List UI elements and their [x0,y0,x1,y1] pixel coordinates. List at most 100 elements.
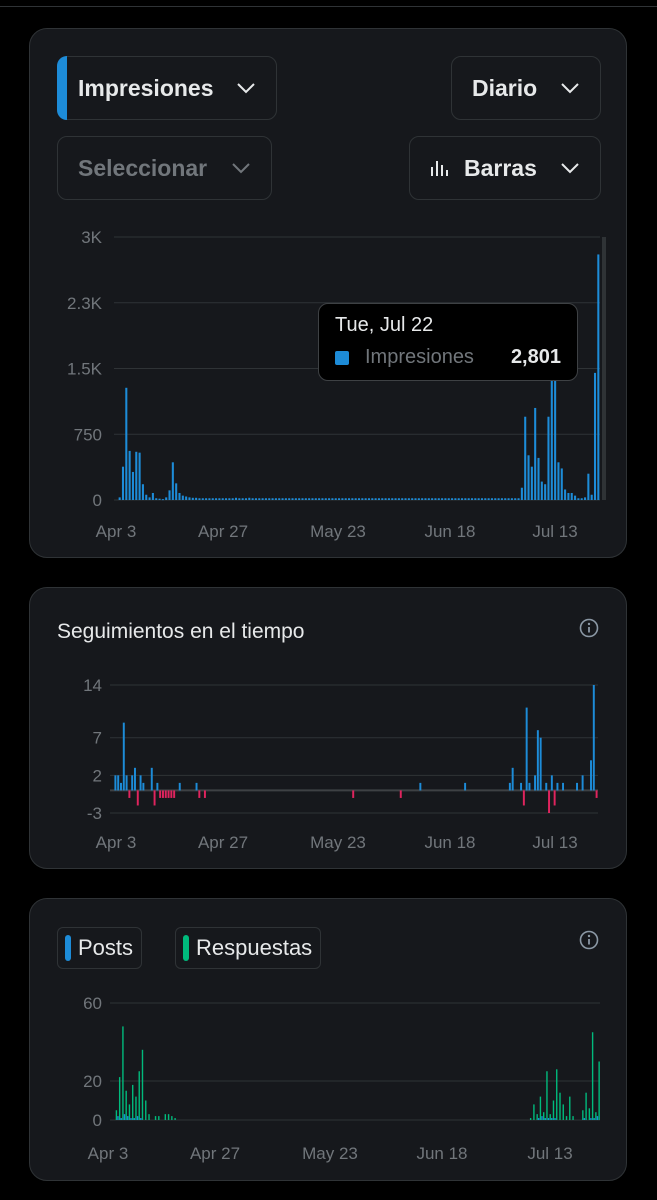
impressions-bar [195,497,198,500]
impressions-bar [338,498,341,500]
impressions-bar [431,498,434,500]
respuestas-bar [549,1114,551,1120]
info-icon[interactable] [579,930,599,950]
legend-posts[interactable]: Posts [57,927,143,969]
impressions-bar [510,498,513,500]
respuestas-bar [148,1114,150,1120]
impressions-bar [494,498,497,500]
posts-bar [123,1114,126,1120]
x-tick-label: May 23 [310,833,366,852]
impressions-bar [417,498,420,500]
impressions-bar [231,498,234,500]
impressions-bar [334,498,337,500]
follows-bar [576,782,578,791]
follows-bar [556,782,559,791]
unfollows-bar [352,790,355,798]
impressions-bar [234,497,238,500]
impressions-bar [258,498,261,500]
metric-color-indicator [57,56,67,120]
impressions-bar [161,499,164,501]
tooltip-value: 2,801 [510,346,561,368]
impressions-bar [205,498,208,500]
impressions-bar [244,498,248,500]
legend-respuestas[interactable]: Respuestas [175,927,322,969]
respuestas-bar [572,1116,574,1120]
impressions-bar [524,416,527,500]
period-select[interactable]: Diario [451,56,601,120]
impressions-bar [387,498,390,500]
impressions-bar [225,498,228,500]
follows-bar [520,782,523,791]
y-tick-label: 14 [83,676,102,695]
respuestas-bar [128,1104,131,1120]
impressions-bar [318,498,321,500]
x-tick-label: Apr 3 [96,833,137,852]
impressions-bar [168,490,171,500]
impressions-bar [268,498,271,500]
respuestas-bar [552,1100,555,1120]
impressions-bar [500,498,503,500]
posts-card: Posts Respuestas 60 20 0 Apr 3 Apr 27 May 23 J… [29,898,627,1181]
follows-bar [156,782,159,791]
impressions-bar [178,492,181,500]
impressions-bar [401,498,404,500]
chart-type-select[interactable]: Barras [409,136,601,200]
impressions-chart-svg: 3K 2.3K 1.5K 750 0 Apr 3 Apr 27 May 23 Jun 18 Jul… [67,228,606,541]
impressions-bar [451,498,454,500]
respuestas-bar [556,1069,558,1120]
impressions-bar [361,498,364,500]
metric-select-label: Impresiones [78,74,214,101]
follows-bar [125,775,128,791]
impressions-bar [514,498,517,500]
top-divider [0,6,657,7]
chevron-down-icon [560,82,580,94]
impressions-bar [165,497,168,500]
impressions-bar [527,455,530,500]
bar-chart-icon [430,159,450,177]
respuestas-bar [118,1077,121,1120]
follows-bar [539,737,542,791]
impressions-bar [261,498,264,500]
impressions-bar [288,498,291,500]
impressions-bar [490,498,493,500]
impressions-bar [404,498,407,500]
respuestas-bar [582,1110,584,1120]
impressions-bar [198,498,201,500]
impressions-bar [311,498,314,500]
y-tick-label: 2 [93,766,102,785]
x-tick-label: Apr 27 [198,833,248,852]
impressions-bar [564,489,567,500]
metric-select[interactable]: Impresiones [57,56,277,120]
y-tick-label: 0 [93,1111,102,1130]
impressions-bar [557,462,560,500]
impressions-bar [145,494,148,500]
impressions-bar [597,254,600,500]
impressions-bar [517,498,520,500]
impressions-bar [587,473,590,500]
posts-bar [544,1118,546,1120]
impressions-bar [254,498,257,500]
unfollows-bar [399,790,402,798]
follows-chart[interactable]: 14 7 2 -3 Apr 3 Apr 27 May 23 Jun 18 Jul 13 [30,588,628,875]
impressions-bar [444,498,447,500]
impressions-bar [284,498,287,500]
y-tick-label: 3K [81,228,102,247]
impressions-chart[interactable]: 3K 2.3K 1.5K 750 0 Apr 3 Apr 27 May 23 Jun 18 Jul… [30,29,628,564]
impressions-bar [281,498,284,500]
impressions-bar [484,498,487,500]
impressions-bar [324,498,327,500]
unfollows-bar [173,790,176,798]
compare-select[interactable]: Seleccionar [57,136,272,200]
posts-chart[interactable]: 60 20 0 Apr 3 Apr 27 May 23 Jun 18 Jul 13 [30,899,628,1187]
follows-bar [117,775,120,791]
impressions-bar [411,498,414,500]
impressions-bar [447,498,450,500]
respuestas-bar [164,1114,167,1120]
impressions-bar [201,498,204,500]
impressions-bar [434,498,437,500]
impressions-bar [155,498,158,500]
impressions-bar [248,497,251,500]
impressions-bar [414,498,417,500]
follows-bar [195,782,198,791]
info-icon[interactable] [579,618,599,638]
